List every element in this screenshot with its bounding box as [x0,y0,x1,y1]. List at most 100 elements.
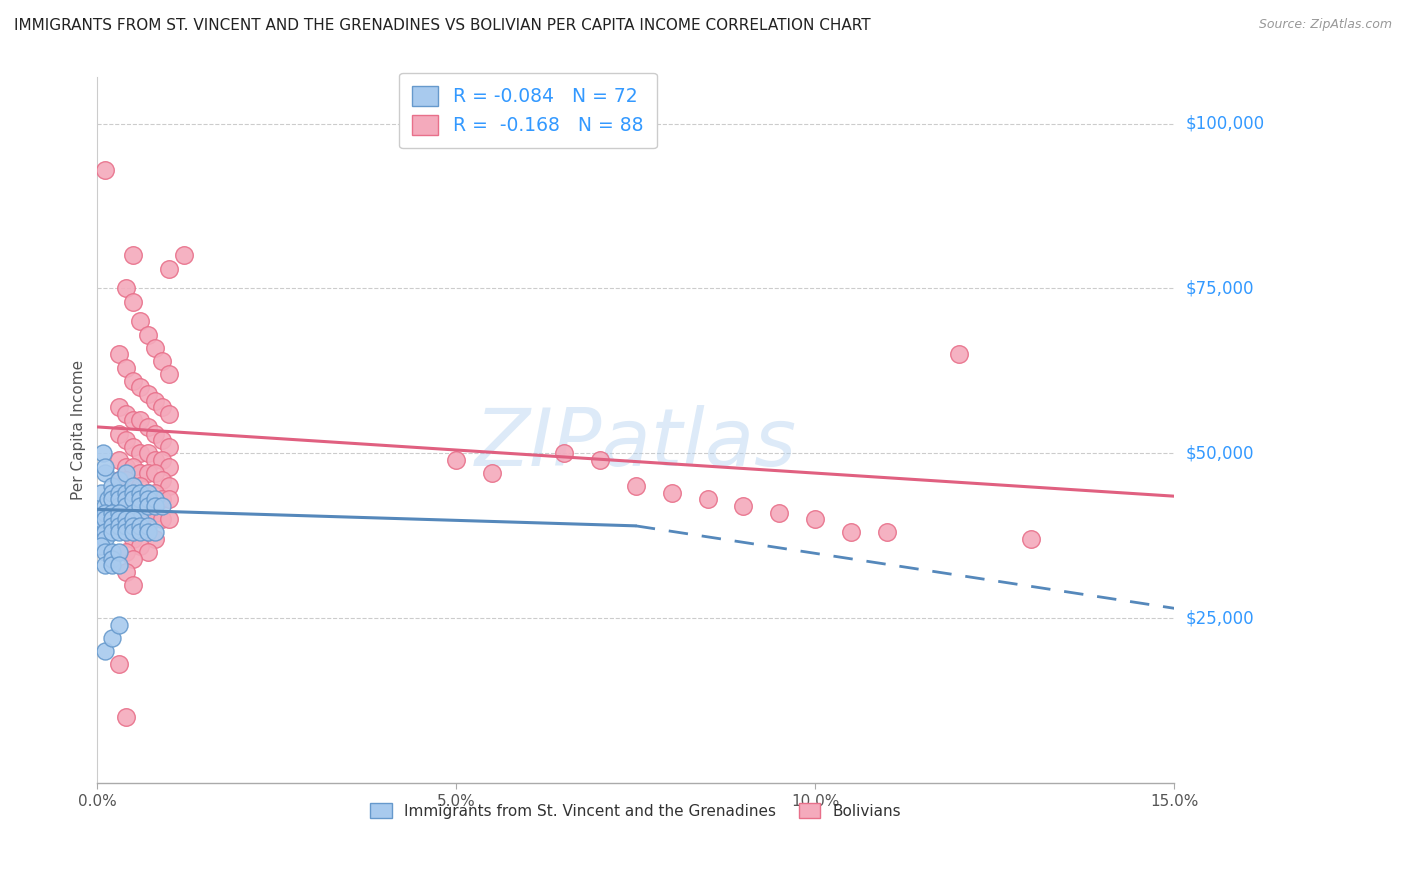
Point [839,525,862,540]
Point [100,525,122,540]
Point [108,617,131,632]
Point [100,558,122,573]
Point [122,525,145,540]
Text: $100,000: $100,000 [1185,114,1264,133]
Point [90,512,112,526]
Point [122,578,145,592]
Point [129,512,152,526]
Point [122,551,145,566]
Text: $25,000: $25,000 [1185,609,1254,627]
Point [446,453,468,467]
Point [93,644,115,658]
Point [136,525,159,540]
Point [93,558,115,573]
Point [157,459,180,474]
Point [93,512,115,526]
Point [157,492,180,507]
Point [143,486,166,500]
Point [157,440,180,454]
Text: IMMIGRANTS FROM ST. VINCENT AND THE GRENADINES VS BOLIVIAN PER CAPITA INCOME COR: IMMIGRANTS FROM ST. VINCENT AND THE GREN… [14,18,870,33]
Point [108,347,131,361]
Point [129,413,152,427]
Point [696,492,718,507]
Point [108,486,131,500]
Point [108,558,131,573]
Point [150,492,173,507]
Point [93,459,115,474]
Point [108,545,131,559]
Point [143,532,166,546]
Point [157,479,180,493]
Point [129,519,152,533]
Point [122,294,145,309]
Point [129,479,152,493]
Point [108,512,131,526]
Point [143,499,166,513]
Point [115,545,138,559]
Point [876,525,898,540]
Point [108,400,131,414]
Point [157,367,180,381]
Point [115,281,138,295]
Point [136,519,159,533]
Point [129,519,152,533]
Point [804,512,827,526]
Point [115,512,138,526]
Point [122,506,145,520]
Point [108,506,131,520]
Point [129,314,152,328]
Point [108,453,131,467]
Text: Source: ZipAtlas.com: Source: ZipAtlas.com [1258,18,1392,31]
Point [948,347,970,361]
Point [150,499,173,513]
Point [115,473,138,487]
Point [122,512,145,526]
Point [1019,532,1042,546]
Point [100,551,122,566]
Point [157,261,180,276]
Point [100,512,122,526]
Text: $50,000: $50,000 [1185,444,1254,462]
Point [100,506,122,520]
Point [143,393,166,408]
Point [122,374,145,388]
Point [136,486,159,500]
Point [143,492,166,507]
Point [129,492,152,507]
Point [115,486,138,500]
Point [93,162,115,177]
Point [143,453,166,467]
Text: ZIPatlas: ZIPatlas [475,405,797,483]
Point [150,473,173,487]
Point [768,506,790,520]
Point [108,525,131,540]
Point [122,459,145,474]
Point [136,466,159,480]
Point [143,426,166,441]
Point [93,525,115,540]
Point [108,657,131,672]
Point [481,466,503,480]
Point [122,519,145,533]
Point [108,519,131,533]
Point [115,433,138,447]
Point [115,565,138,579]
Point [173,248,195,262]
Point [100,492,122,507]
Point [136,446,159,460]
Point [150,354,173,368]
Point [90,486,112,500]
Point [108,473,131,487]
Point [129,525,152,540]
Point [108,492,131,507]
Point [136,545,159,559]
Point [122,519,145,533]
Point [136,486,159,500]
Point [115,512,138,526]
Point [129,380,152,394]
Point [129,466,152,480]
Point [136,506,159,520]
Point [129,539,152,553]
Point [129,499,152,513]
Point [100,512,122,526]
